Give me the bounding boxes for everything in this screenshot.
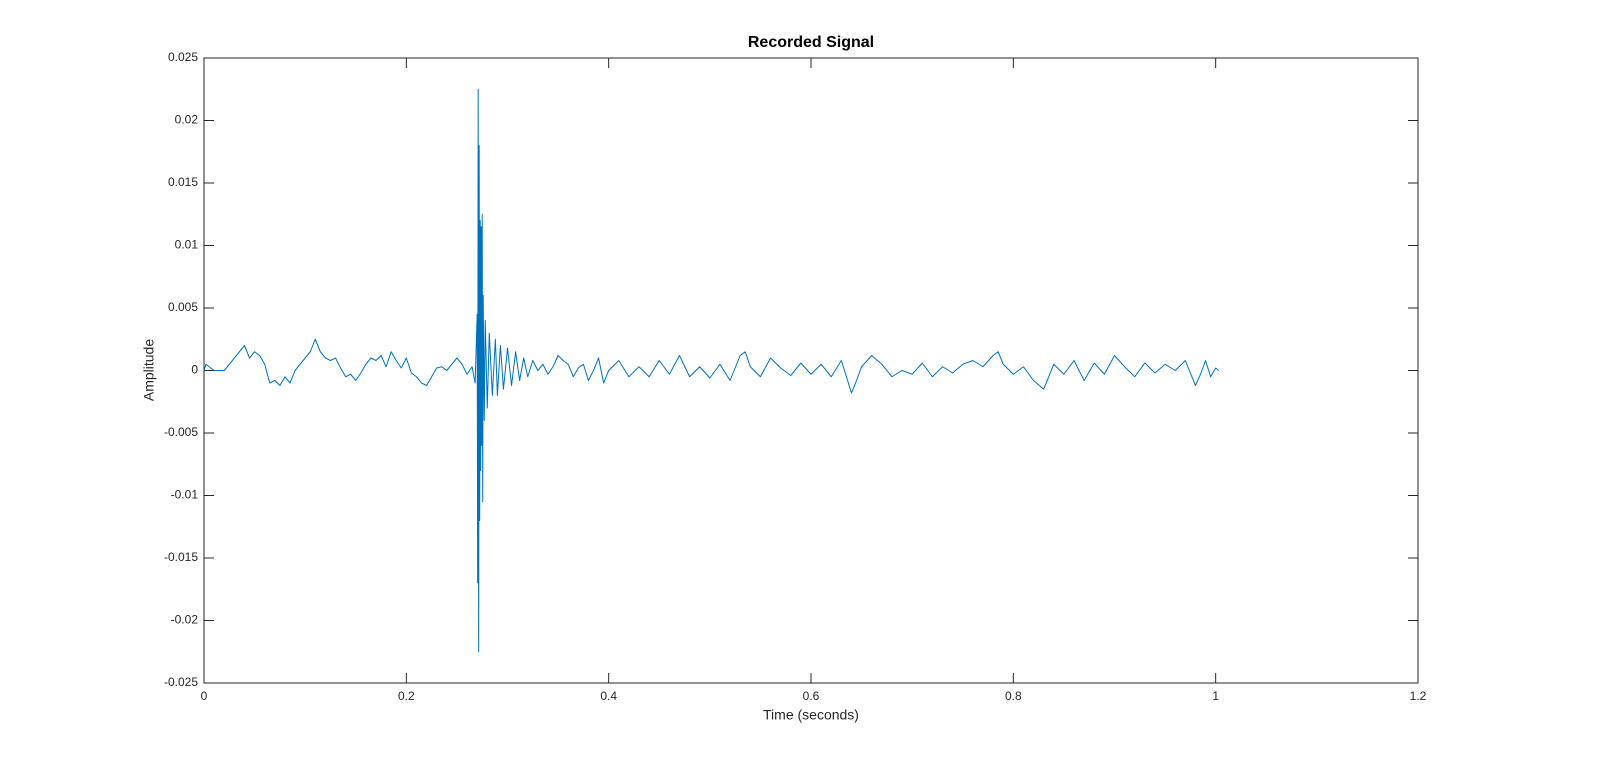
y-tick-label: -0.025 — [164, 675, 198, 689]
x-tick-label: 0.2 — [398, 689, 415, 703]
x-axis-label: Time (seconds) — [763, 707, 859, 723]
x-tick-label: 1 — [1212, 689, 1219, 703]
x-tick-label: 0.8 — [1005, 689, 1022, 703]
y-tick-label: -0.015 — [164, 550, 198, 564]
y-tick-label: 0.005 — [168, 300, 198, 314]
y-tick-label: 0.01 — [175, 238, 199, 252]
y-tick-label: -0.005 — [164, 425, 198, 439]
y-tick-label: 0.02 — [175, 113, 199, 127]
y-axis-label: Amplitude — [141, 339, 157, 401]
y-tick-label: 0.015 — [168, 175, 198, 189]
y-tick-label: 0.025 — [168, 50, 198, 64]
x-tick-label: 0.4 — [600, 689, 617, 703]
signal-line — [203, 88, 1220, 653]
x-tick-label: 0.6 — [803, 689, 820, 703]
y-tick-label: 0 — [191, 363, 198, 377]
x-tick-label: 1.2 — [1410, 689, 1427, 703]
y-tick-label: -0.02 — [171, 613, 199, 627]
y-tick-label: -0.01 — [171, 488, 199, 502]
x-tick-label: 0 — [201, 689, 208, 703]
plot-box — [203, 57, 1419, 684]
chart-title: Recorded Signal — [748, 34, 874, 51]
